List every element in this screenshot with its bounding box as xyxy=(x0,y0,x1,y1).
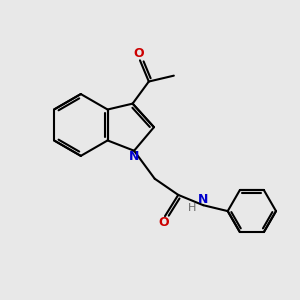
Text: O: O xyxy=(158,216,169,229)
Text: N: N xyxy=(129,149,139,163)
Text: O: O xyxy=(133,47,144,60)
Text: H: H xyxy=(188,202,196,213)
Text: N: N xyxy=(198,194,208,206)
